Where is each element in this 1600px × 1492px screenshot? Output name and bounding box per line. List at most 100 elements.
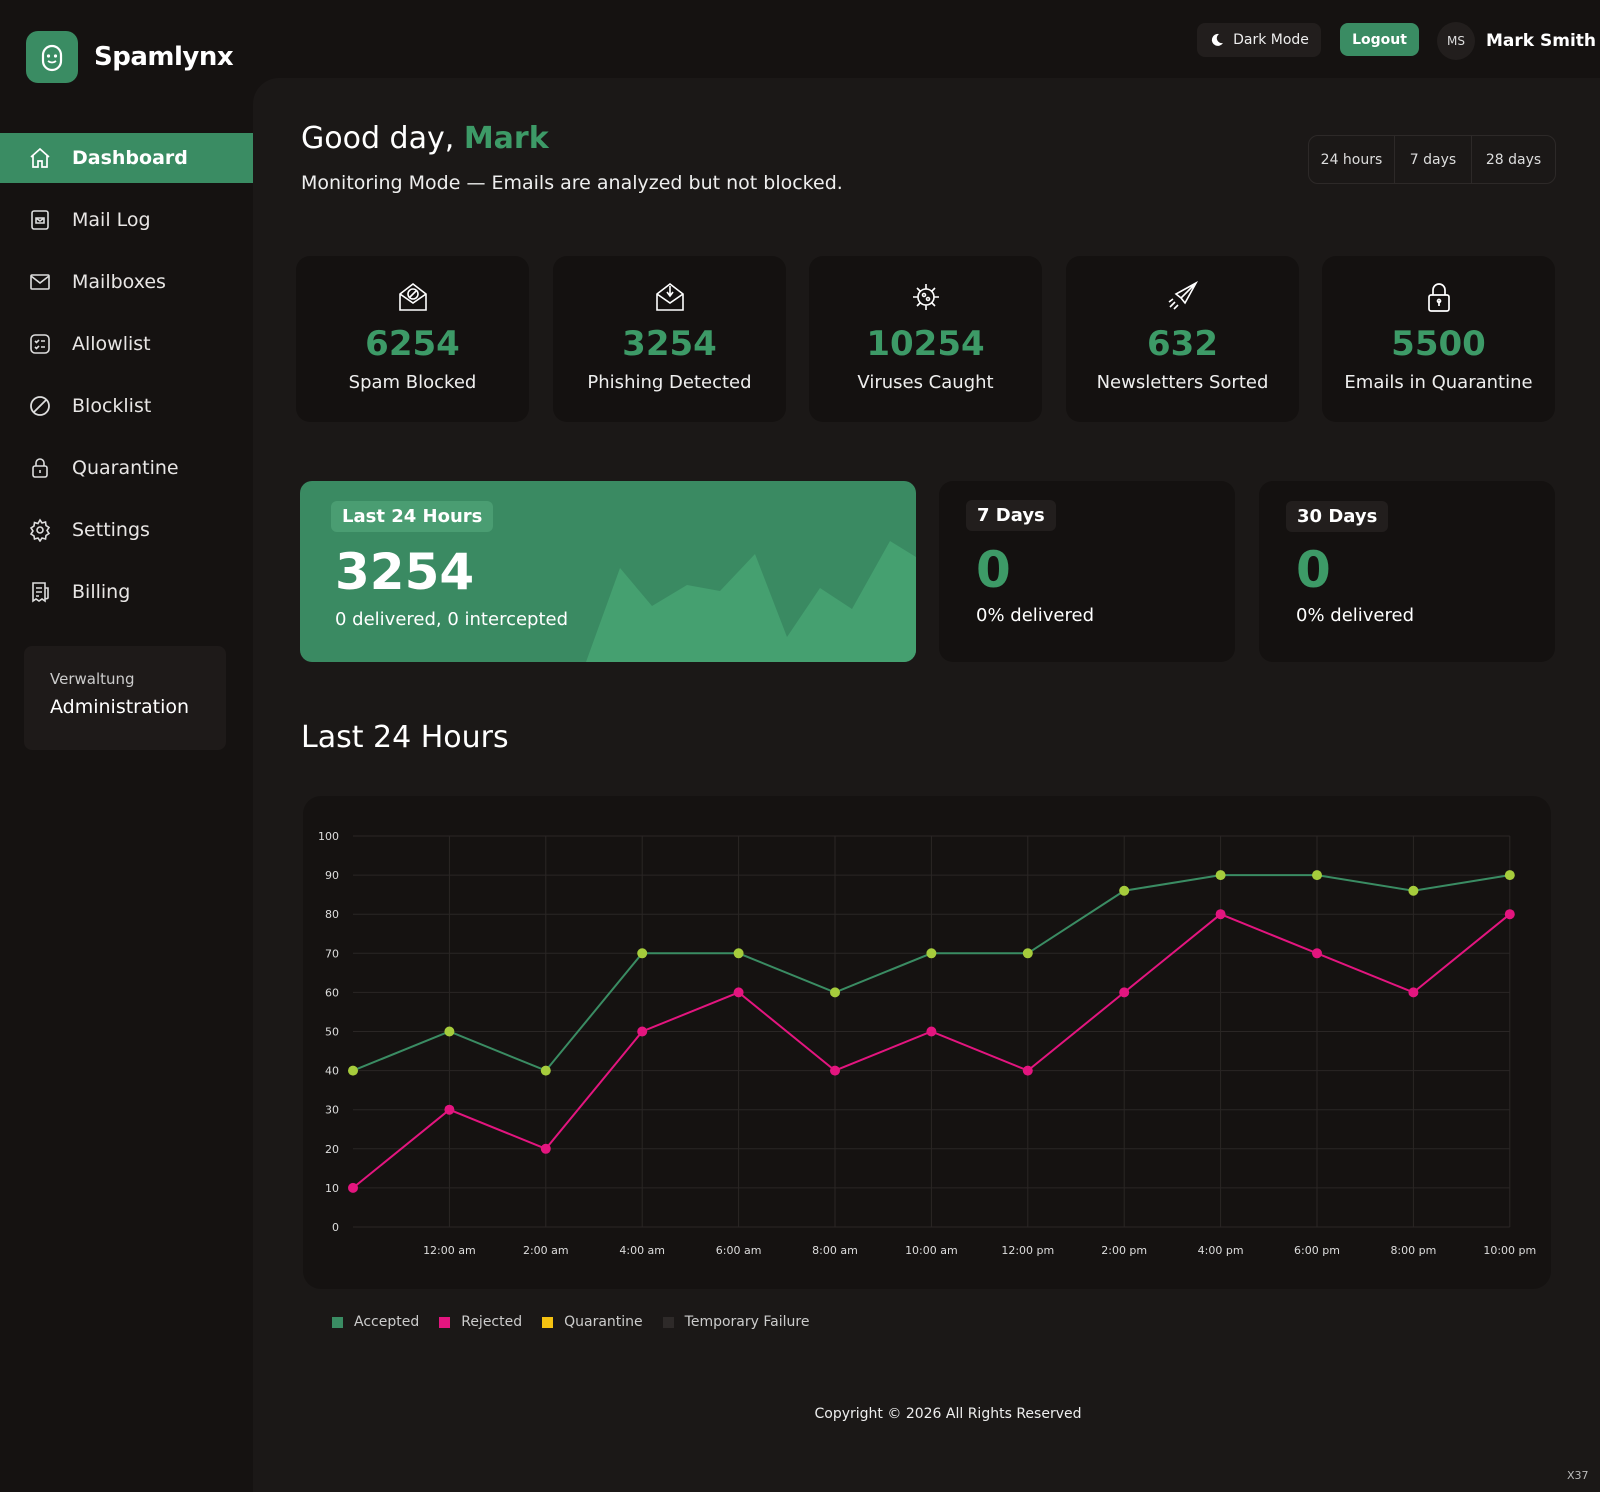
dark-mode-label: Dark Mode — [1233, 32, 1309, 48]
summary-card: Last 24 Hours 3254 0 delivered, 0 interc… — [300, 481, 916, 662]
data-point — [1408, 987, 1419, 998]
data-point — [348, 1182, 358, 1193]
data-point — [1312, 948, 1322, 959]
stat-label: Spam Blocked — [348, 372, 477, 393]
data-point — [540, 1143, 551, 1154]
x-tick-label: 10:00 pm — [1483, 1244, 1536, 1257]
summary-tag: 7 Days — [966, 500, 1056, 531]
data-point — [637, 948, 648, 959]
legend-swatch — [662, 1316, 674, 1328]
legend-item[interactable]: Quarantine — [542, 1314, 643, 1330]
stat-label: Phishing Detected — [587, 372, 752, 393]
nav-label: Mail Log — [72, 209, 151, 231]
greeting-name: Mark — [463, 121, 549, 156]
range-option[interactable]: 24 hours — [1309, 136, 1395, 183]
legend-label: Accepted — [354, 1314, 420, 1330]
y-tick-label: 60 — [325, 986, 339, 999]
y-tick-label: 100 — [318, 830, 339, 843]
chart-title: Last 24 Hours — [301, 720, 509, 755]
legend-item[interactable]: Temporary Failure — [662, 1314, 810, 1330]
y-tick-label: 10 — [325, 1182, 339, 1195]
admin-panel[interactable]: Verwaltung Administration — [24, 646, 226, 750]
x-tick-label: 2:00 pm — [1101, 1244, 1147, 1257]
logout-button[interactable]: Logout — [1340, 23, 1419, 56]
summary-tag: 30 Days — [1286, 501, 1389, 532]
summary-value: 0 — [1296, 541, 1331, 599]
nav-item[interactable]: Settings — [0, 505, 253, 555]
stat-card: 10254 Viruses Caught — [809, 256, 1042, 422]
data-point — [926, 1026, 937, 1037]
data-point — [1504, 909, 1515, 920]
nav-label: Dashboard — [72, 147, 188, 169]
legend-swatch — [332, 1316, 343, 1328]
y-tick-label: 0 — [332, 1221, 339, 1234]
dark-mode-toggle[interactable]: Dark Mode — [1197, 23, 1321, 57]
data-point — [1215, 909, 1226, 920]
data-point — [1119, 987, 1130, 998]
nav-item[interactable]: Dashboard — [0, 133, 253, 183]
range-option[interactable]: 28 days — [1485, 151, 1542, 168]
x-tick-label: 10:00 am — [905, 1244, 958, 1257]
legend-swatch — [439, 1316, 451, 1328]
legend-item[interactable]: Accepted — [332, 1314, 419, 1330]
brand: Spamlynx — [94, 42, 234, 72]
x-tick-label: 12:00 am — [423, 1244, 476, 1257]
x-tick-label: 4:00 pm — [1198, 1244, 1244, 1257]
admin-subtitle: Verwaltung — [50, 670, 135, 688]
stat-label: Viruses Caught — [857, 372, 994, 393]
y-tick-label: 80 — [325, 908, 339, 921]
data-point — [733, 948, 744, 959]
greeting-prefix: Good day, — [301, 121, 455, 156]
y-tick-label: 90 — [325, 869, 339, 882]
stat-label: Newsletters Sorted — [1096, 372, 1269, 393]
data-point — [830, 987, 840, 998]
summary-value: 0 — [976, 541, 1011, 599]
nav-item[interactable]: Billing — [0, 567, 253, 617]
nav-label: Quarantine — [72, 457, 179, 479]
nav-item[interactable]: Mail Log — [0, 195, 253, 245]
y-tick-label: 40 — [325, 1065, 339, 1078]
x-tick-label: 8:00 am — [812, 1244, 858, 1257]
sparkline — [586, 541, 916, 662]
stat-card: 6254 Spam Blocked — [296, 256, 529, 422]
nav-label: Allowlist — [72, 333, 151, 355]
stat-card: 5500 Emails in Quarantine — [1322, 256, 1555, 422]
admin-title: Administration — [50, 696, 190, 718]
y-tick-label: 30 — [325, 1104, 339, 1117]
legend-label: Rejected — [461, 1314, 523, 1330]
x-tick-label: 6:00 am — [716, 1244, 762, 1257]
logo[interactable] — [26, 31, 78, 83]
legend-item[interactable]: Rejected — [439, 1314, 522, 1330]
range-option[interactable]: 7 days — [1395, 136, 1472, 183]
legend-label: Temporary Failure — [684, 1314, 810, 1330]
legend-label: Quarantine — [564, 1314, 643, 1330]
data-point — [1504, 870, 1515, 881]
x-tick-label: 8:00 pm — [1390, 1244, 1436, 1257]
summary-card: 7 Days 0 0% delivered — [939, 481, 1235, 662]
stat-label: Emails in Quarantine — [1344, 372, 1533, 393]
nav-item[interactable]: Blocklist — [0, 381, 253, 431]
line-chart: 0 10 20 30 40 50 60 70 80 90 100 12:00 am 2:00 am 4:0… — [318, 830, 1536, 1257]
nav-label: Settings — [72, 519, 150, 541]
stat-value: 5500 — [1391, 324, 1486, 364]
data-point — [348, 1065, 358, 1076]
range-selector: 24 hours 7 days 28 days — [1308, 135, 1556, 184]
data-point — [1119, 885, 1130, 896]
data-point — [1312, 870, 1322, 881]
data-point — [540, 1065, 551, 1076]
nav-item[interactable]: Allowlist — [0, 319, 253, 369]
nav-item[interactable]: Mailboxes — [0, 257, 253, 307]
stat-card: 632 Newsletters Sorted — [1066, 256, 1299, 422]
nav-item[interactable]: Quarantine — [0, 443, 253, 493]
y-tick-label: 70 — [325, 947, 339, 960]
y-tick-label: 20 — [325, 1143, 339, 1156]
x-tick-label: 4:00 am — [619, 1244, 665, 1257]
data-point — [926, 948, 937, 959]
stat-value: 6254 — [365, 324, 460, 364]
data-point — [830, 1065, 840, 1076]
build-tag: X37 — [1567, 1469, 1589, 1482]
chart-card: 0 10 20 30 40 50 60 70 80 90 100 12:00 am 2:00 am 4:0… — [303, 796, 1551, 1289]
x-tick-label: 12:00 pm — [1001, 1244, 1054, 1257]
avatar[interactable]: MS — [1437, 22, 1475, 60]
